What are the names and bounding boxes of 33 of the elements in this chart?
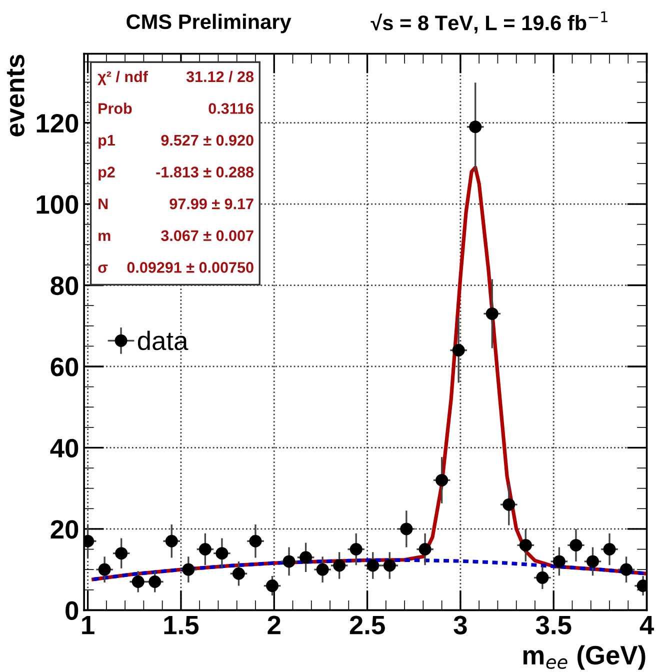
annotation: p2: [98, 166, 115, 181]
annotation: 3.067 ± 0.007: [161, 230, 254, 242]
y-tick-label: 20: [50, 520, 78, 539]
x-tick-label: 3: [454, 616, 467, 634]
y-tick-label: 100: [36, 195, 78, 214]
annotation: N: [98, 198, 108, 210]
chart-subtitle: √s = 8 TeV, L = 19.6 fb$^{−1}$: [370, 11, 608, 34]
legend-label: data: [138, 330, 188, 350]
annotation: m: [98, 232, 110, 241]
y-tick-label: 0: [66, 601, 78, 620]
annotation: -1.813 ± 0.288: [156, 166, 254, 178]
annotation: 0.09291 ± 0.00750: [127, 262, 254, 273]
y-tick-label: 80: [50, 276, 78, 296]
annotation: 97.99 ± 9.17: [170, 198, 254, 210]
x-tick-label: 1.5: [164, 616, 199, 634]
x-tick-label: 2: [268, 616, 280, 634]
annotation: 0.3116: [208, 103, 254, 114]
annotation: 9.527 ± 0.920: [161, 134, 254, 146]
x-axis-title: m$_{ee}$ (GeV): [523, 645, 646, 670]
annotation: 31.12 / 28: [186, 70, 254, 82]
y-tick-label: 40: [50, 438, 78, 458]
x-tick-label: 1: [82, 616, 94, 634]
x-tick-label: 2.5: [350, 616, 385, 634]
annotation: σ: [98, 264, 108, 273]
annotation: p1: [98, 135, 115, 149]
x-tick-label: 4: [640, 616, 654, 634]
annotation: χ² / ndf: [98, 70, 148, 86]
chart-title: CMS Preliminary: [126, 14, 292, 34]
y-tick-label: 120: [36, 114, 78, 133]
y-axis-title: events: [6, 54, 24, 136]
y-tick-label: 60: [50, 358, 78, 376]
annotation: Prob: [98, 102, 132, 114]
x-tick-label: 3.5: [536, 616, 572, 634]
